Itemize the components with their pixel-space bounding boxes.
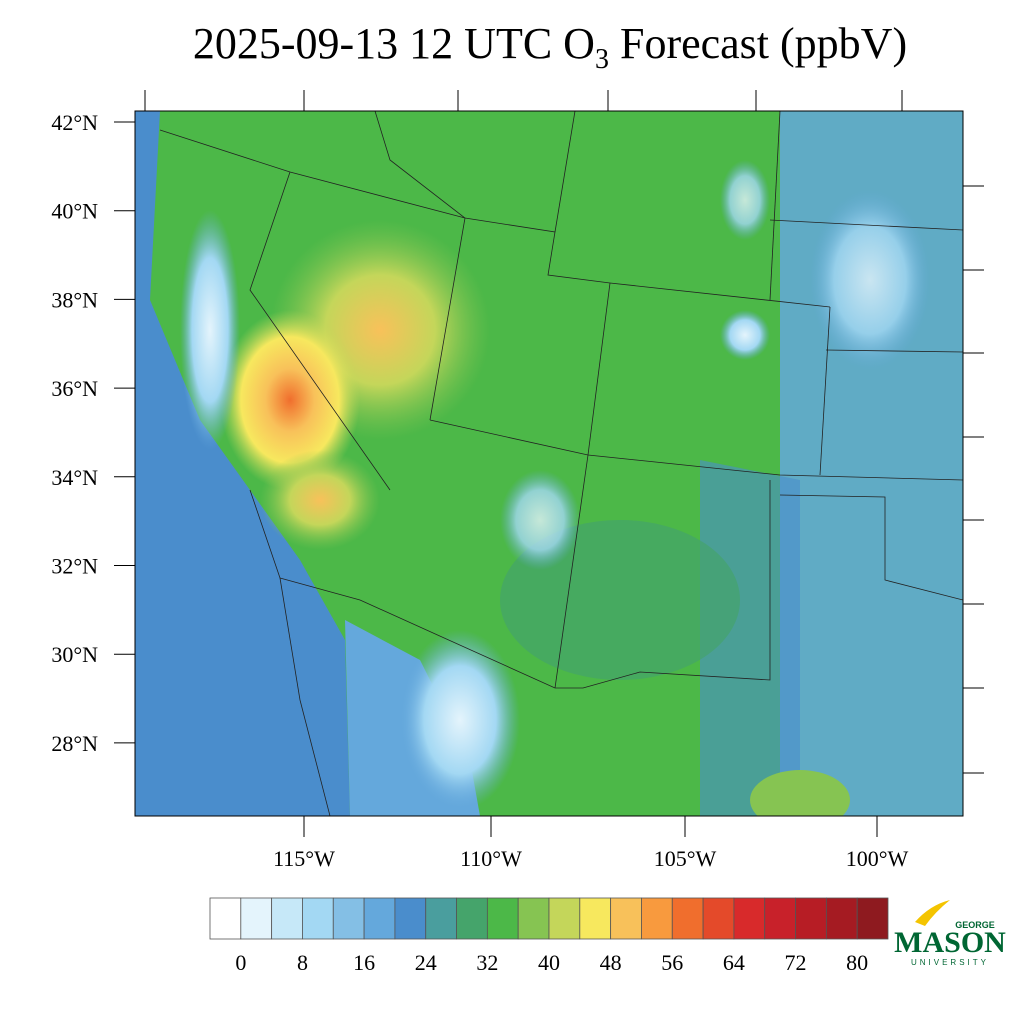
colorbar-label: 24 [415, 950, 437, 975]
colorbar-label: 32 [476, 950, 498, 975]
map-ticks [144, 90, 984, 774]
colorbar-label: 72 [785, 950, 807, 975]
map-field [135, 111, 963, 816]
colorbar-label: 40 [538, 950, 560, 975]
lat-label: 40°N [51, 199, 98, 224]
colorbar-label: 56 [661, 950, 683, 975]
map-frame [134, 110, 964, 817]
colorbar-box [610, 897, 642, 940]
colorbar-box [579, 897, 612, 940]
colorbar-box [363, 897, 396, 940]
colorbar-box [764, 897, 796, 940]
colorbar-box [394, 897, 427, 940]
colorbar-box [271, 897, 303, 940]
logo-top: GEORGE [955, 920, 995, 930]
colorbar-box [795, 897, 827, 940]
colorbar-box [332, 897, 365, 940]
colorbar-box [486, 897, 519, 940]
colorbar-label: 64 [723, 950, 745, 975]
lat-label: 36°N [51, 376, 98, 401]
lon-label: 115°W [273, 846, 335, 871]
colorbar-label: 16 [353, 950, 375, 975]
colorbar-box [702, 897, 735, 940]
colorbar-box [209, 897, 242, 940]
colorbar-box [825, 897, 858, 940]
colorbar-box [517, 897, 550, 940]
colorbar-label: 8 [297, 950, 308, 975]
colorbar-label: 48 [600, 950, 622, 975]
lat-label: 38°N [51, 287, 98, 312]
colorbar-box [302, 897, 334, 940]
colorbar-box [733, 897, 766, 940]
colorbar-box [456, 897, 488, 940]
logo: GEORGE MASON UNIVERSITY [894, 900, 1006, 967]
colorbar-box [641, 897, 673, 940]
lat-label: 28°N [51, 731, 98, 756]
lat-label: 32°N [51, 554, 98, 579]
title: 2025-09-13 12 UTC O3 Forecast (ppbV) [193, 19, 907, 75]
colorbar-box [548, 897, 581, 940]
lat-label: 42°N [51, 110, 98, 135]
colorbar-box [671, 897, 704, 940]
lat-label: 34°N [51, 465, 98, 490]
logo-main: MASON [894, 926, 1006, 959]
colorbar-label: 80 [846, 950, 868, 975]
colorbar-box [856, 897, 889, 940]
colorbar-box [425, 897, 457, 940]
lon-label: 105°W [654, 846, 717, 871]
lon-label: 100°W [846, 846, 909, 871]
lon-label: 110°W [460, 846, 522, 871]
lat-label: 30°N [51, 642, 98, 667]
logo-bottom: UNIVERSITY [911, 958, 989, 967]
colorbar-label: 0 [235, 950, 246, 975]
colorbar-box [240, 897, 273, 940]
